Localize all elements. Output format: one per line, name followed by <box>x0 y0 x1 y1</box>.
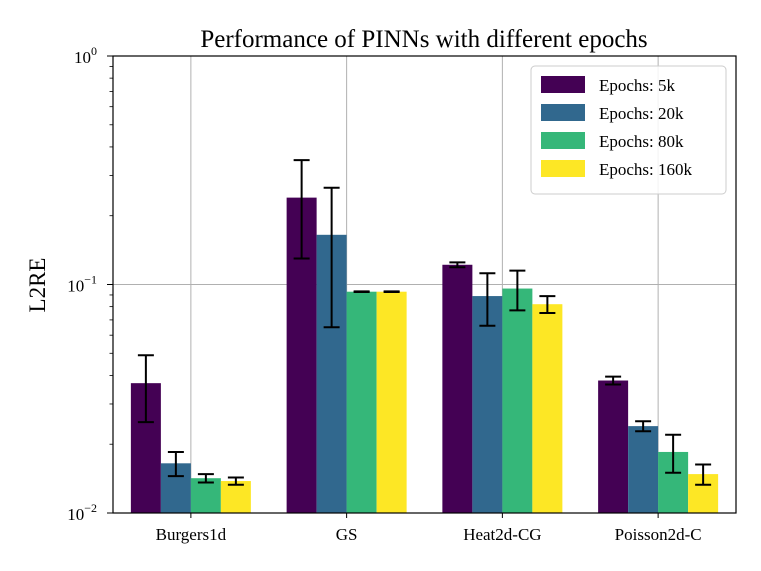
legend-swatch <box>541 132 585 149</box>
bar <box>346 291 377 513</box>
legend-swatch <box>541 104 585 121</box>
x-tick-label: Heat2d-CG <box>463 525 541 544</box>
y-tick-label: 10−2 <box>67 501 97 524</box>
chart-title: Performance of PINNs with different epoc… <box>200 26 647 53</box>
bar <box>190 478 221 513</box>
bar <box>376 291 407 513</box>
y-tick-label: 10−1 <box>67 273 97 296</box>
bar <box>442 264 473 513</box>
legend-swatch <box>541 160 585 177</box>
legend: Epochs: 5k Epochs: 20k Epochs: 80k Epochs: … <box>530 65 727 195</box>
legend-label: Epochs: 160k <box>599 160 693 179</box>
error-bars <box>137 159 712 486</box>
bar <box>220 481 251 513</box>
legend-label: Epochs: 80k <box>599 132 684 151</box>
x-tick-label: GS <box>336 525 358 544</box>
legend-swatch <box>541 76 585 93</box>
bars <box>130 197 719 513</box>
bar <box>502 288 533 513</box>
y-tick-label: 100 <box>74 44 97 67</box>
legend-label: Epochs: 5k <box>599 76 676 95</box>
bar <box>532 304 563 513</box>
bar <box>598 380 629 513</box>
x-tick-label: Poisson2d-C <box>615 525 702 544</box>
bar <box>628 426 659 513</box>
axis-ticks: Burgers1d GS Heat2d-CG Poisson2d-C 10−2 10−1 1… <box>67 44 701 544</box>
bar <box>472 296 503 513</box>
legend-label: Epochs: 20k <box>599 104 684 123</box>
y-axis-label: L2RE <box>25 258 50 313</box>
x-tick-label: Burgers1d <box>156 525 227 544</box>
